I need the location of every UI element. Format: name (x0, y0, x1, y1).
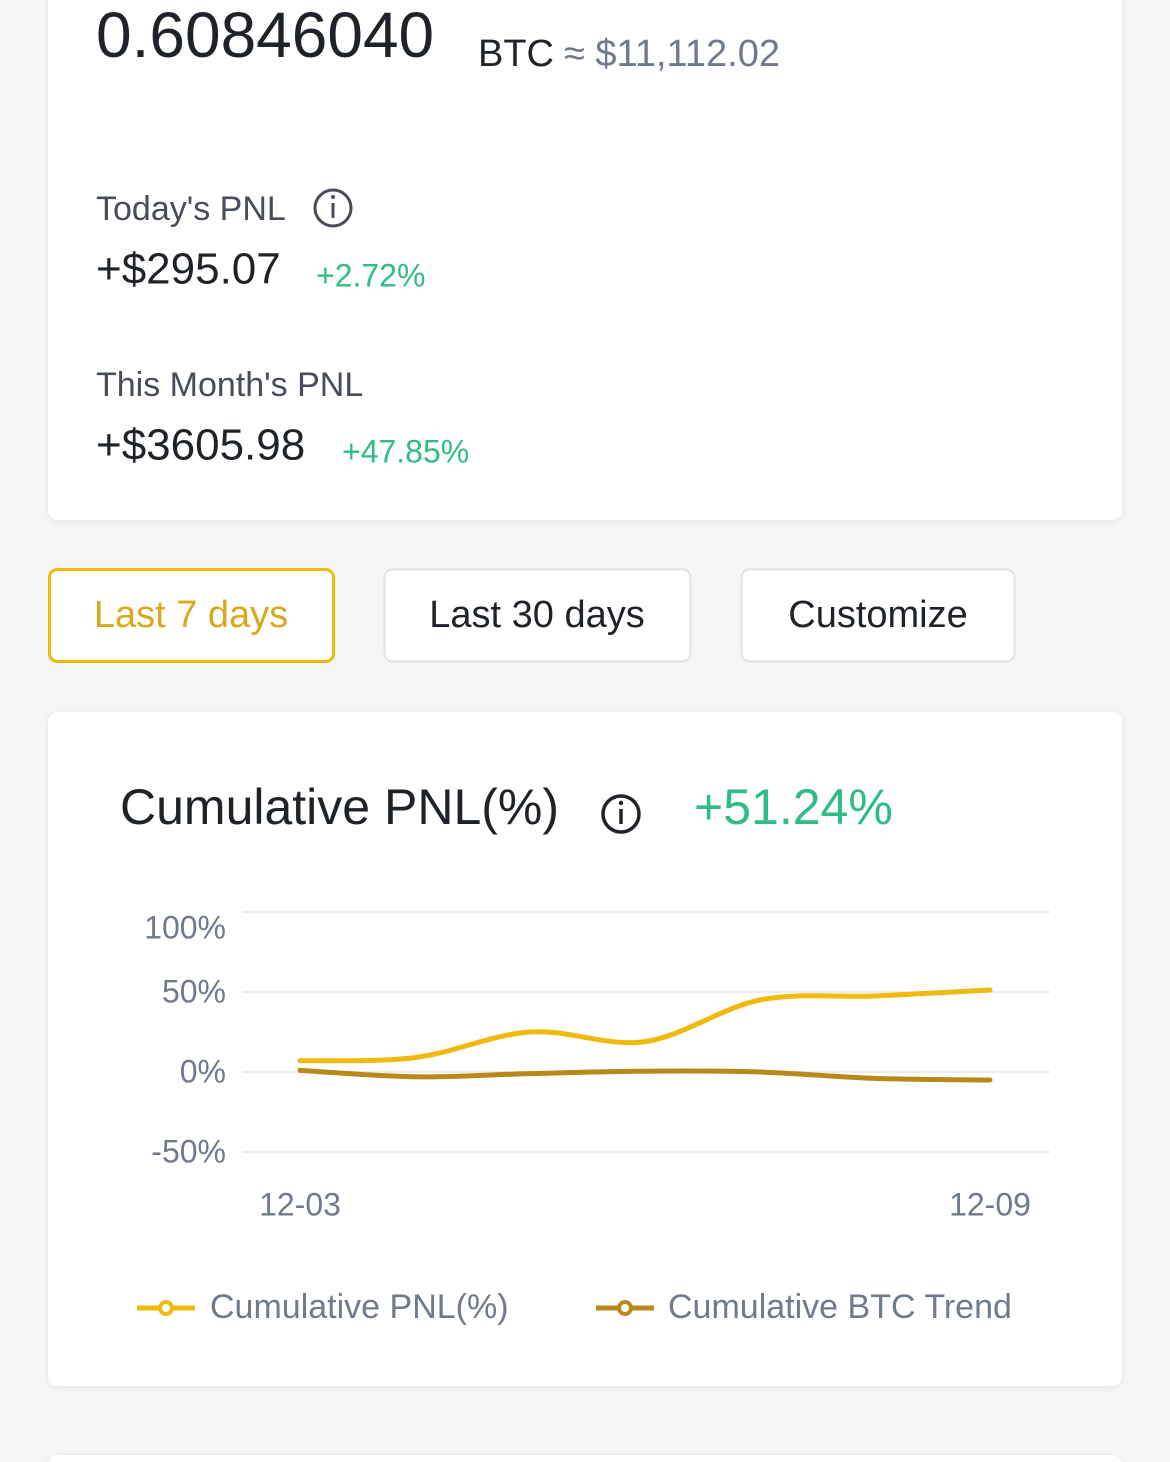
legend-marker (158, 1300, 174, 1316)
y-tick-label: 100% (144, 909, 226, 945)
legend-marker (617, 1300, 633, 1316)
info-icon[interactable] (313, 188, 353, 228)
legend-label: Cumulative PNL(%) (210, 1288, 509, 1326)
y-tick-label: 0% (180, 1053, 226, 1089)
tab-box[interactable] (740, 568, 1016, 663)
next-card (48, 1455, 1122, 1462)
tab[interactable]: Last 30 days (383, 568, 692, 663)
tab[interactable]: Customize (740, 568, 1016, 663)
today-change: +2.72% (316, 257, 425, 293)
tab-box[interactable] (48, 568, 335, 663)
balance: 0.60846040 (96, 0, 434, 71)
unit: BTC (478, 33, 554, 75)
tab-box[interactable] (383, 568, 692, 663)
month-value: +$3605.98 (96, 421, 305, 470)
legend-label: Cumulative BTC Trend (668, 1288, 1012, 1326)
chart-total: +51.24% (694, 779, 893, 835)
today-label: Today's PNL (96, 190, 286, 228)
x-tick-label: 12-09 (949, 1186, 1031, 1222)
month-change: +47.85% (342, 433, 469, 469)
series-line (297, 987, 993, 1064)
tab[interactable]: Last 7 days (48, 568, 335, 663)
y-tick-label: -50% (151, 1133, 226, 1169)
approx-usd: ≈ $11,112.02 (564, 33, 780, 75)
info-icon[interactable] (601, 794, 641, 834)
chart-title: Cumulative PNL(%) (120, 779, 559, 835)
tab-label[interactable]: Last 30 days (429, 594, 644, 636)
summary-card (48, 0, 1122, 520)
chart-card (48, 712, 1122, 1386)
x-tick-label: 12-03 (259, 1186, 341, 1222)
tab-label[interactable]: Customize (788, 594, 968, 636)
tab-label[interactable]: Last 7 days (94, 594, 288, 636)
series-line (297, 1067, 993, 1083)
y-tick-label: 50% (162, 973, 226, 1009)
today-value: +$295.07 (96, 245, 281, 294)
month-label: This Month's PNL (96, 366, 363, 404)
